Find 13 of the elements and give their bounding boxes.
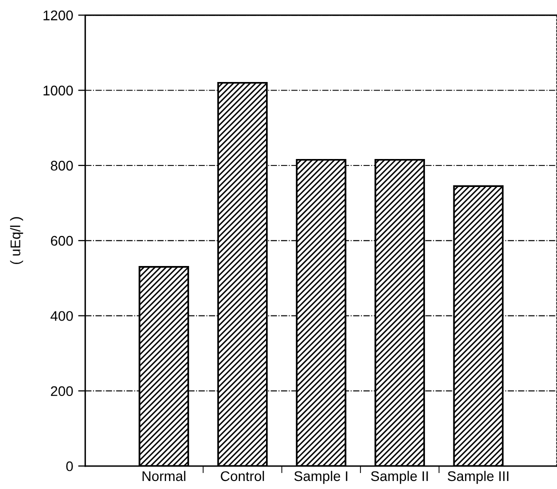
x-tick-label: Normal — [142, 470, 186, 482]
y-tick-label: 400 — [50, 311, 73, 321]
y-tick-label: 200 — [50, 386, 73, 396]
x-tick-label: Sample II — [371, 470, 428, 484]
x-tick-label: Sample I — [294, 470, 348, 484]
y-tick-label: 0 — [66, 461, 73, 472]
y-tick-label: 600 — [50, 236, 73, 246]
y-tick-label: 1200 — [44, 10, 73, 20]
y-tick-label: 800 — [50, 160, 73, 171]
y-tick-label: 1000 — [44, 86, 73, 96]
x-tick-label: Control — [220, 470, 264, 482]
x-tick-label: Sample III — [448, 470, 508, 484]
y-axis-title: ( uEq/l ) — [10, 217, 24, 264]
